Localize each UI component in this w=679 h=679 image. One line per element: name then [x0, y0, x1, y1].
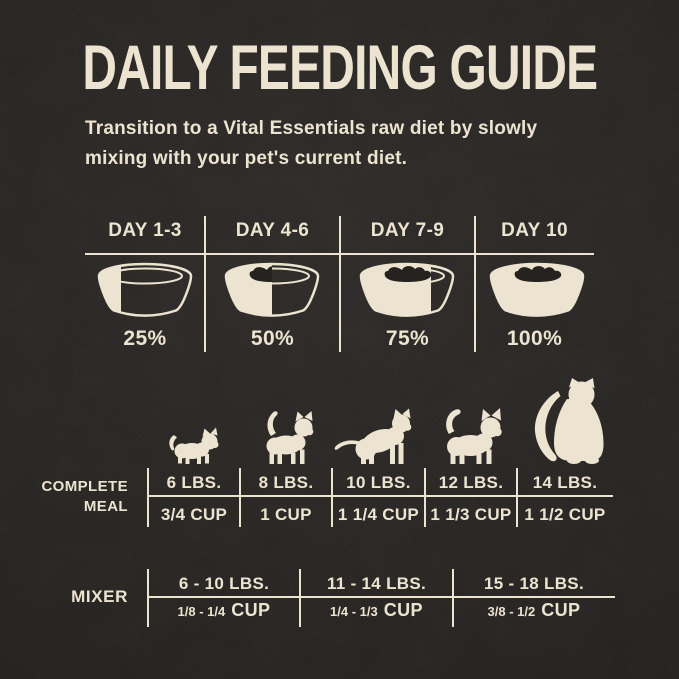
mixer-amount-range: 1/8 - 1/4: [177, 604, 226, 619]
page-title-wrap: DAILY FEEDING GUIDE: [83, 33, 599, 103]
complete-meal-label: COMPLETE MEAL: [41, 478, 128, 515]
weight-cell: 12 LBS.: [438, 473, 504, 492]
complete-meal-column-divider: [424, 468, 426, 527]
weight-cell: 14 LBS.: [532, 473, 598, 492]
longhair-cat-sitting-icon: [534, 378, 604, 464]
complete-meal-column-divider: [331, 468, 333, 527]
mixer-column-divider: [147, 569, 149, 627]
percent-label: 50%: [250, 327, 295, 350]
mixer-weight-cell: 11 - 14 LBS.: [326, 574, 427, 593]
complete-meal-row-divider: [148, 495, 613, 497]
mixer-amount-unit: CUP: [541, 600, 581, 620]
day-range-label: DAY 7-9: [370, 220, 445, 241]
bowl-25-percent-icon: [97, 262, 193, 317]
bowl-75-percent-icon: [359, 262, 455, 317]
adult-cat-walking-icon: [446, 408, 502, 464]
subtitle-line-1: Transition to a Vital Essentials raw die…: [85, 118, 538, 139]
percent-label: 25%: [123, 327, 167, 350]
subtitle: Transition to a Vital Essentials raw die…: [85, 114, 605, 174]
subtitle-line-2: mixing with your pet's current diet.: [85, 148, 408, 169]
mixer-amount-cell: 1/8 - 1/4 CUP: [148, 600, 300, 626]
amount-cell: 3/4 CUP: [160, 505, 228, 524]
weight-cell: 6 LBS.: [166, 473, 222, 492]
young-cat-walking-icon: [266, 411, 314, 464]
weight-cell: 10 LBS.: [346, 473, 411, 492]
kitten-walking-icon: [169, 427, 219, 464]
mixer-weight-cell: 6 - 10 LBS.: [178, 574, 270, 593]
page-title: DAILY FEEDING GUIDE: [82, 33, 599, 103]
mixer-amount-cell: 1/4 - 1/3 CUP: [300, 600, 453, 626]
day-range-label: DAY 10: [501, 220, 568, 241]
amount-cell: 1 1/2 CUP: [524, 505, 606, 524]
mixer-amount-unit: CUP: [231, 600, 271, 620]
mixer-amount-range: 3/8 - 1/2: [487, 604, 536, 619]
weight-cell: 8 LBS.: [258, 473, 314, 492]
amount-cell: 1 1/3 CUP: [430, 505, 512, 524]
mixer-amount-range: 1/4 - 1/3: [330, 604, 378, 619]
amount-cell: 1 1/4 CUP: [337, 505, 420, 524]
bowl-50-percent-icon: [224, 262, 320, 317]
mixer-amount-cell: 3/8 - 1/2 CUP: [453, 600, 615, 626]
bowl-100-percent-icon: [489, 262, 585, 317]
mixer-amount-unit: CUP: [383, 600, 423, 620]
mixer-weight-cell: 15 - 18 LBS.: [484, 574, 584, 593]
percent-label: 75%: [385, 327, 430, 350]
transition-column-divider: [474, 216, 476, 352]
amount-cell: 1 CUP: [260, 505, 312, 524]
complete-meal-column-divider: [516, 468, 518, 527]
complete-meal-column-divider: [239, 468, 241, 527]
day-range-label: DAY 1-3: [108, 220, 182, 241]
mixer-column-divider: [299, 569, 301, 627]
mixer-row-divider: [148, 596, 615, 598]
complete-meal-column-divider: [147, 468, 149, 527]
mixer-label: MIXER: [71, 587, 128, 606]
mixer-column-divider: [452, 569, 454, 627]
transition-column-divider: [204, 216, 206, 352]
percent-label: 100%: [506, 327, 563, 350]
transition-column-divider: [339, 216, 341, 352]
cat-crouching-icon: [334, 408, 412, 464]
day-range-label: DAY 4-6: [235, 220, 310, 241]
